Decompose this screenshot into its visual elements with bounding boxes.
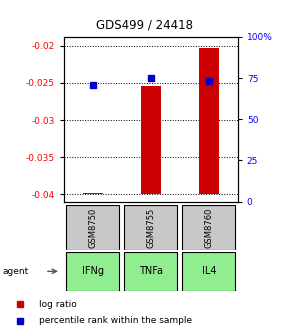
Text: GSM8755: GSM8755 (146, 208, 155, 248)
Text: TNFa: TNFa (139, 266, 163, 276)
Bar (83, 193, 103, 194)
Bar (182, 252, 235, 291)
Text: GSM8760: GSM8760 (204, 207, 213, 248)
Text: agent: agent (3, 267, 29, 276)
Bar (141, 86, 161, 194)
Bar (182, 205, 235, 250)
Text: GDS499 / 24418: GDS499 / 24418 (97, 19, 193, 32)
Bar (199, 48, 219, 194)
Bar (124, 252, 177, 291)
Text: GSM8750: GSM8750 (88, 208, 97, 248)
Text: IL4: IL4 (202, 266, 216, 276)
Bar (66, 252, 119, 291)
Text: percentile rank within the sample: percentile rank within the sample (39, 317, 192, 325)
Bar (66, 205, 119, 250)
Bar (124, 205, 177, 250)
Text: log ratio: log ratio (39, 300, 77, 308)
Text: IFNg: IFNg (82, 266, 104, 276)
